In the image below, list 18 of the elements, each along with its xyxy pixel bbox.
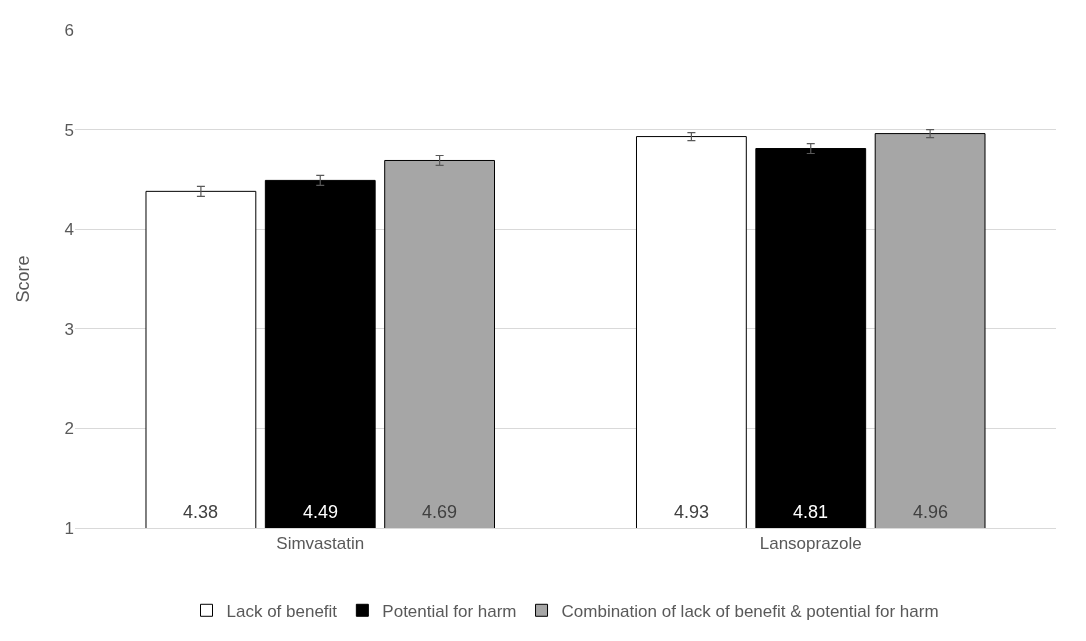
x-tick-label: Lansoprazole [759, 534, 862, 554]
data-label: 4.38 [183, 502, 219, 522]
y-tick-label: 6 [64, 20, 74, 40]
y-tick-label: 4 [64, 220, 74, 240]
y-axis-title: Score [13, 255, 33, 303]
legend-label: Lack of benefit [226, 601, 338, 621]
y-tick-label: 1 [64, 518, 74, 538]
data-label: 4.49 [303, 502, 339, 522]
legend-label: Combination of lack of benefit & potential for harm [561, 601, 939, 621]
data-label: 4.81 [793, 502, 829, 522]
data-label: 4.93 [674, 502, 710, 522]
x-tick-label: Simvastatin [276, 534, 365, 554]
y-tick-label: 3 [64, 319, 74, 339]
data-label: 4.96 [913, 502, 949, 522]
legend-label: Potential for harm [382, 601, 517, 621]
y-tick-label: 5 [64, 120, 74, 140]
y-tick-label: 2 [64, 419, 74, 439]
data-label: 4.69 [422, 502, 458, 522]
